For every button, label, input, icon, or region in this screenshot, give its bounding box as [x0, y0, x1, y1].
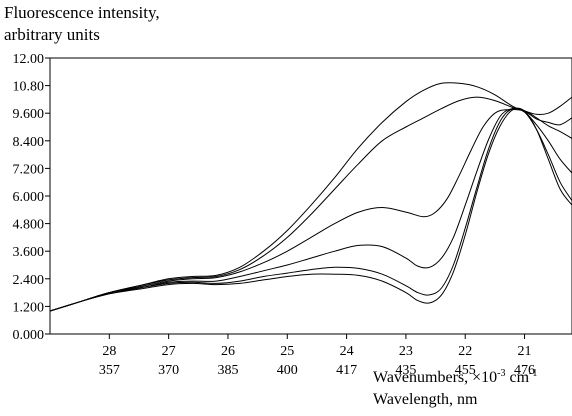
y-tick-label: 2.400 — [13, 273, 45, 288]
y-tick-label: 10.80 — [13, 80, 45, 95]
y-axis: 0.000 1.200 2.400 3.600 4.800 6.000 7.200 8.400… — [13, 52, 50, 343]
series-line-5 — [49, 107, 572, 312]
x-tick-label-wavenumber: 26 — [221, 344, 235, 359]
x-title-text: Wavenumbers, ×10 — [373, 369, 498, 386]
x-tick-label-wavelength: 400 — [277, 363, 298, 378]
series-line-1 — [49, 82, 572, 312]
x-title-unit-exp: -1 — [529, 368, 538, 379]
y-tick-label: 6.000 — [13, 190, 45, 205]
y-tick-label: 7.200 — [13, 162, 45, 177]
x-tick-label-wavelength: 385 — [217, 363, 238, 378]
x-tick-label-wavenumber: 24 — [340, 344, 354, 359]
y-tick-label: 0.000 — [13, 328, 45, 343]
x-tick-label-wavelength: 476 — [514, 363, 535, 378]
plot-frame — [49, 57, 572, 335]
x-tick-label-wavenumber: 25 — [280, 344, 294, 359]
x-tick-label-wavenumber: 23 — [399, 344, 413, 359]
x-tick-label-wavelength: 370 — [158, 363, 179, 378]
x-tick-label-wavelength: 455 — [455, 363, 476, 378]
x-axis-title-wavelength: Wavelength, nm — [373, 391, 478, 408]
x-tick-label-wavelength: 417 — [336, 363, 357, 378]
x-axis: 28 357 27 370 26 385 25 400 24 417 23 435 22 455 21 476 — [99, 334, 535, 378]
series-line-2 — [49, 96, 572, 312]
y-tick-label: 12.00 — [13, 52, 45, 67]
x-title-unit: cm — [505, 369, 530, 386]
y-tick-label: 8.400 — [13, 135, 45, 150]
y-tick-label: 9.600 — [13, 107, 45, 122]
y-tick-label: 1.200 — [13, 300, 45, 315]
x-tick-label-wavenumber: 21 — [518, 344, 532, 359]
x-tick-label-wavelength: 357 — [99, 363, 120, 378]
y-axis-title: Fluorescence intensity, arbitrary units — [4, 2, 160, 46]
y-tick-label: 4.800 — [13, 218, 45, 233]
y-tick-label: 3.600 — [13, 245, 45, 260]
x-tick-label-wavelength: 435 — [395, 363, 416, 378]
x-tick-label-wavenumber: 27 — [162, 344, 176, 359]
y-axis-title-line2: arbitrary units — [4, 25, 100, 44]
y-axis-title-line1: Fluorescence intensity, — [4, 3, 160, 22]
x-tick-label-wavenumber: 22 — [458, 344, 472, 359]
x-title-exp: -3 — [497, 368, 506, 379]
x-axis-title-wavenumbers: Wavenumbers, ×10-3 cm-1 — [373, 368, 537, 388]
series-line-6 — [49, 107, 572, 312]
series-line-3 — [49, 109, 572, 312]
series-group — [49, 82, 572, 312]
x-tick-label-wavenumber: 28 — [102, 344, 116, 359]
